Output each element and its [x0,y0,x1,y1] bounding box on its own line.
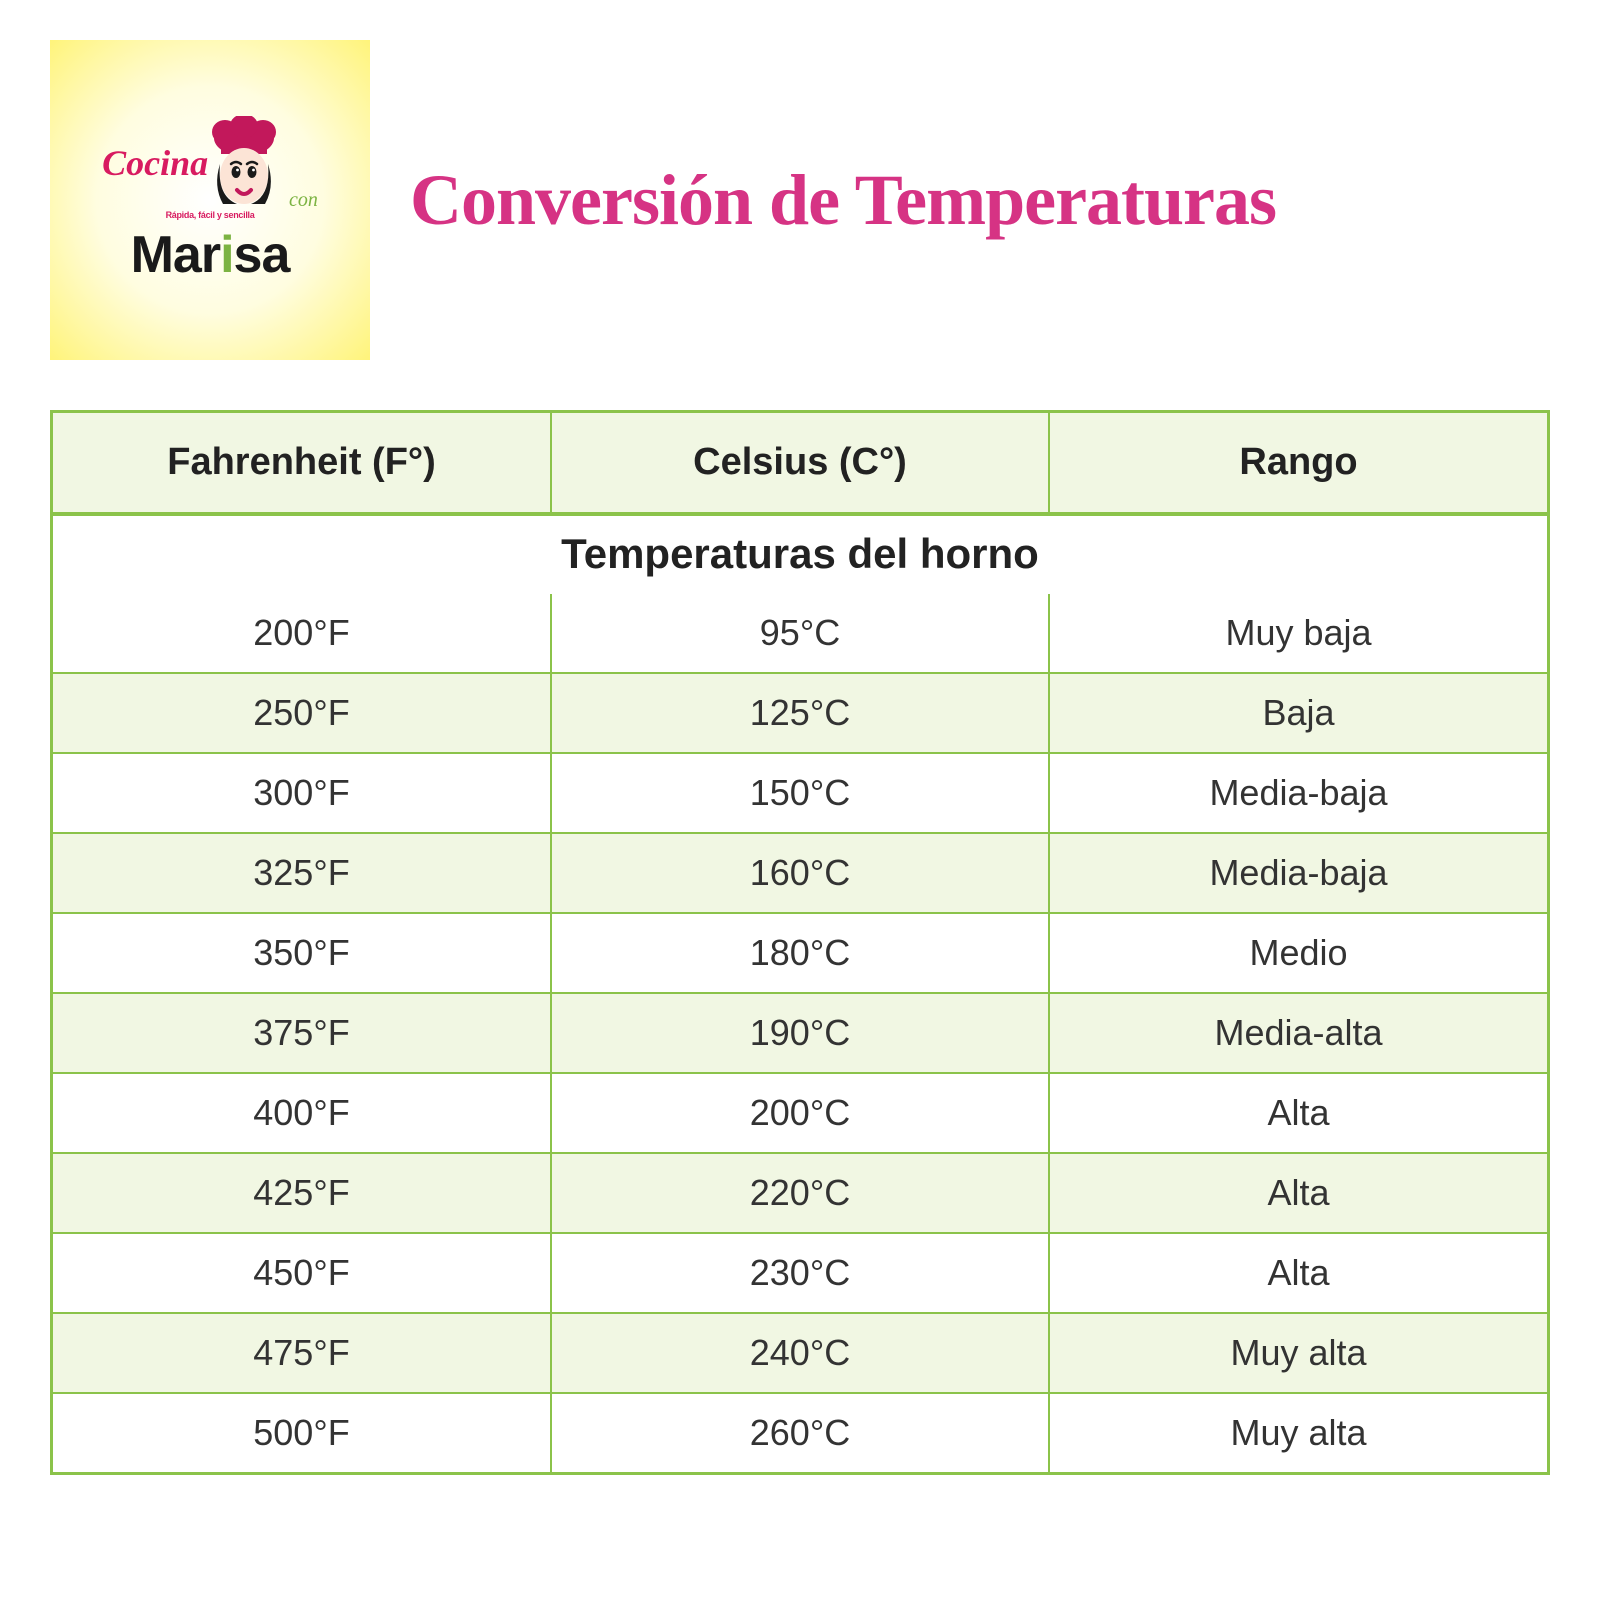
cell-rango: Muy alta [1049,1393,1547,1472]
cell-rango: Alta [1049,1153,1547,1233]
cell-fahrenheit: 350°F [53,913,551,993]
cell-fahrenheit: 475°F [53,1313,551,1393]
cell-fahrenheit: 325°F [53,833,551,913]
logo-word-marisa: Marisa [102,227,318,284]
col-header-rango: Rango [1049,413,1547,514]
cell-celsius: 150°C [551,753,1049,833]
page-title: Conversión de Temperaturas [410,159,1276,242]
logo-inner: Cocina [102,116,318,284]
col-header-fahrenheit: Fahrenheit (F°) [53,413,551,514]
table-row: 375°F190°CMedia-alta [53,993,1547,1073]
cell-fahrenheit: 375°F [53,993,551,1073]
cell-fahrenheit: 300°F [53,753,551,833]
table-header: Fahrenheit (F°) Celsius (C°) Rango [53,413,1547,514]
cell-celsius: 200°C [551,1073,1049,1153]
cell-celsius: 230°C [551,1233,1049,1313]
table-row: 300°F150°CMedia-baja [53,753,1547,833]
table-caption-row: Temperaturas del horno [53,514,1547,594]
cell-rango: Media-alta [1049,993,1547,1073]
cell-rango: Muy alta [1049,1313,1547,1393]
header: Cocina [50,40,1550,360]
table-row: 325°F160°CMedia-baja [53,833,1547,913]
brand-logo: Cocina [50,40,370,360]
table-body: 200°F95°CMuy baja250°F125°CBaja300°F150°… [53,594,1547,1472]
table-header-row: Fahrenheit (F°) Celsius (C°) Rango [53,413,1547,514]
cell-celsius: 95°C [551,594,1049,673]
logo-marisa-post: sa [234,226,290,284]
table-row: 200°F95°CMuy baja [53,594,1547,673]
temperature-table-container: Temperaturas del horno Fahrenheit (F°) C… [50,410,1550,1475]
cell-celsius: 125°C [551,673,1049,753]
cell-fahrenheit: 500°F [53,1393,551,1472]
cell-celsius: 180°C [551,913,1049,993]
logo-word-con: con [289,189,318,211]
table-row: 400°F200°CAlta [53,1073,1547,1153]
cell-fahrenheit: 400°F [53,1073,551,1153]
cell-rango: Muy baja [1049,594,1547,673]
logo-top-row: Cocina [102,116,318,211]
cell-rango: Alta [1049,1233,1547,1313]
cell-celsius: 260°C [551,1393,1049,1472]
table-row: 450°F230°CAlta [53,1233,1547,1313]
table-row: 250°F125°CBaja [53,673,1547,753]
temperature-table: Temperaturas del horno Fahrenheit (F°) C… [53,413,1547,1472]
cell-rango: Media-baja [1049,753,1547,833]
cell-rango: Medio [1049,913,1547,993]
table-row: 350°F180°CMedio [53,913,1547,993]
col-header-celsius: Celsius (C°) [551,413,1049,514]
cell-celsius: 190°C [551,993,1049,1073]
cell-rango: Media-baja [1049,833,1547,913]
cell-celsius: 160°C [551,833,1049,913]
cell-rango: Baja [1049,673,1547,753]
table-row: 500°F260°CMuy alta [53,1393,1547,1472]
logo-marisa-i: i [220,226,233,284]
table-row: 475°F240°CMuy alta [53,1313,1547,1393]
table-row: 425°F220°CAlta [53,1153,1547,1233]
cell-fahrenheit: 450°F [53,1233,551,1313]
cell-fahrenheit: 200°F [53,594,551,673]
logo-marisa-pre: Mar [131,226,220,284]
chef-icon [207,116,281,211]
cell-celsius: 240°C [551,1313,1049,1393]
logo-subline: Rápida, fácil y sencilla [102,211,318,221]
table-caption: Temperaturas del horno [53,514,1547,594]
cell-celsius: 220°C [551,1153,1049,1233]
cell-fahrenheit: 425°F [53,1153,551,1233]
logo-word-cocina: Cocina [102,144,208,184]
cell-fahrenheit: 250°F [53,673,551,753]
cell-rango: Alta [1049,1073,1547,1153]
